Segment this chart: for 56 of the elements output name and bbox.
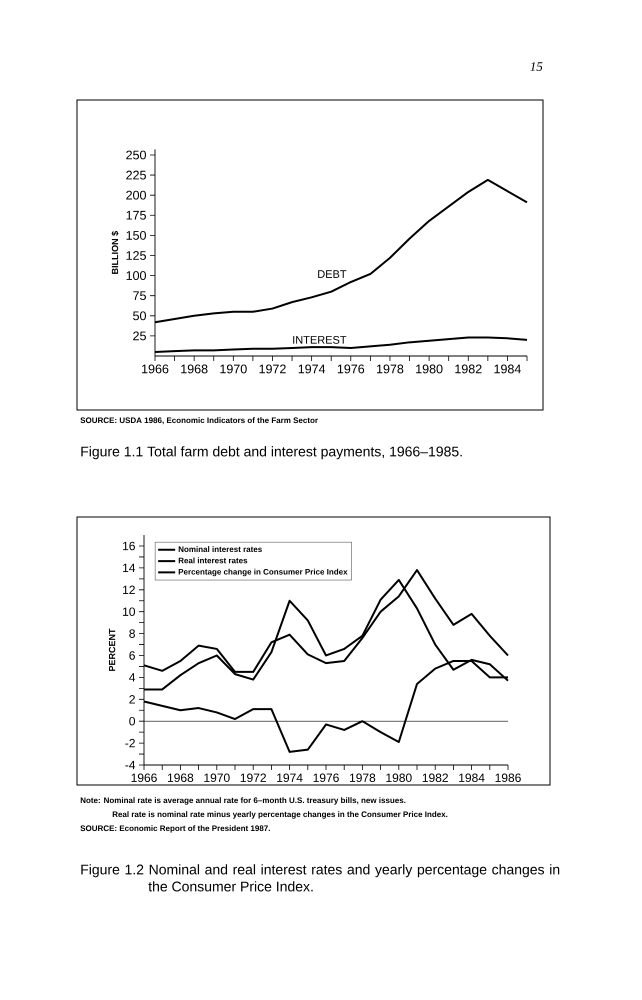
x-tick-label: 1968 <box>168 774 194 782</box>
x-tick-label: 1976 <box>314 774 339 782</box>
y-tick-label: 175 <box>126 210 146 220</box>
legend-label: Real interest rates <box>178 557 248 564</box>
y-tick-label: 50 <box>133 311 146 320</box>
source-note: SOURCE: Economic Report of the President 1987. <box>80 825 270 833</box>
x-tick-label: 1984 <box>459 774 485 782</box>
legend-label: Percentage change in Consumer Price Index <box>178 568 348 576</box>
x-tick-label: 1984 <box>494 364 521 374</box>
x-tick-label: 1966 <box>142 364 168 374</box>
y-tick-label: 100 <box>126 271 146 280</box>
x-tick-label: 1986 <box>496 774 521 782</box>
y-tick-label: -2 <box>125 738 135 748</box>
text: 15 <box>530 62 542 71</box>
x-tick-label: 1976 <box>338 364 364 374</box>
y-tick-label: 25 <box>133 331 146 340</box>
legend-label: Nominal interest rates <box>178 546 262 552</box>
y-tick-label: 10 <box>123 607 136 616</box>
y-tick-label: 0 <box>129 716 136 726</box>
text: Figure 1.2 Nominal and real interest rates and yearly percentage changes in the Consumer Price Index. <box>81 864 560 892</box>
y-tick-label: 14 <box>123 564 136 572</box>
y-tick-label: 8 <box>129 629 135 638</box>
y-tick-label: -4 <box>125 760 136 770</box>
x-tick-label: 1980 <box>386 774 412 782</box>
y-tick-label: 12 <box>123 586 135 594</box>
y-tick-label: 4 <box>129 673 136 682</box>
y-axis-title: BILLION $ <box>111 231 119 274</box>
x-tick-label: 1972 <box>240 774 266 782</box>
x-tick-label: 1972 <box>260 364 286 374</box>
x-tick-label: 1968 <box>181 364 208 374</box>
y-axis-title: PERCENT <box>108 628 116 671</box>
x-tick-label: 1970 <box>204 774 230 782</box>
x-tick-label: 1970 <box>220 364 247 374</box>
text: Note: Nominal rate is average annual rate for 6–month U.S. treasury bills, new issues. <box>80 797 406 805</box>
series-label: DEBT <box>318 270 346 278</box>
x-tick-label: 1982 <box>422 774 448 782</box>
y-tick-label: 200 <box>126 190 146 200</box>
text: Figure 1.1 Total farm debt and interest payments, 1966–1985. <box>81 446 462 460</box>
x-tick-label: 1974 <box>298 364 326 374</box>
x-tick-label: 1980 <box>416 364 443 374</box>
y-tick-label: 75 <box>133 291 146 300</box>
x-tick-label: 1966 <box>132 774 157 782</box>
y-tick-label: 2 <box>129 695 135 704</box>
source-note: SOURCE: USDA 1986, Economic Indicators of the Farm Sector <box>80 417 318 424</box>
x-tick-label: 1978 <box>350 774 376 782</box>
y-tick-label: 6 <box>129 651 135 660</box>
text: Real rate is nominal rate minus yearly percentage changes in the Consumer Price Index. <box>112 811 448 819</box>
y-tick-label: 125 <box>126 251 146 260</box>
y-tick-label: 225 <box>126 170 146 180</box>
y-tick-label: 250 <box>126 150 146 160</box>
series-label: INTEREST <box>293 336 346 344</box>
y-tick-label: 16 <box>123 542 135 550</box>
y-tick-label: 150 <box>126 230 146 240</box>
x-tick-label: 1978 <box>377 364 404 374</box>
x-tick-label: 1974 <box>277 774 303 782</box>
x-tick-label: 1982 <box>455 364 482 374</box>
